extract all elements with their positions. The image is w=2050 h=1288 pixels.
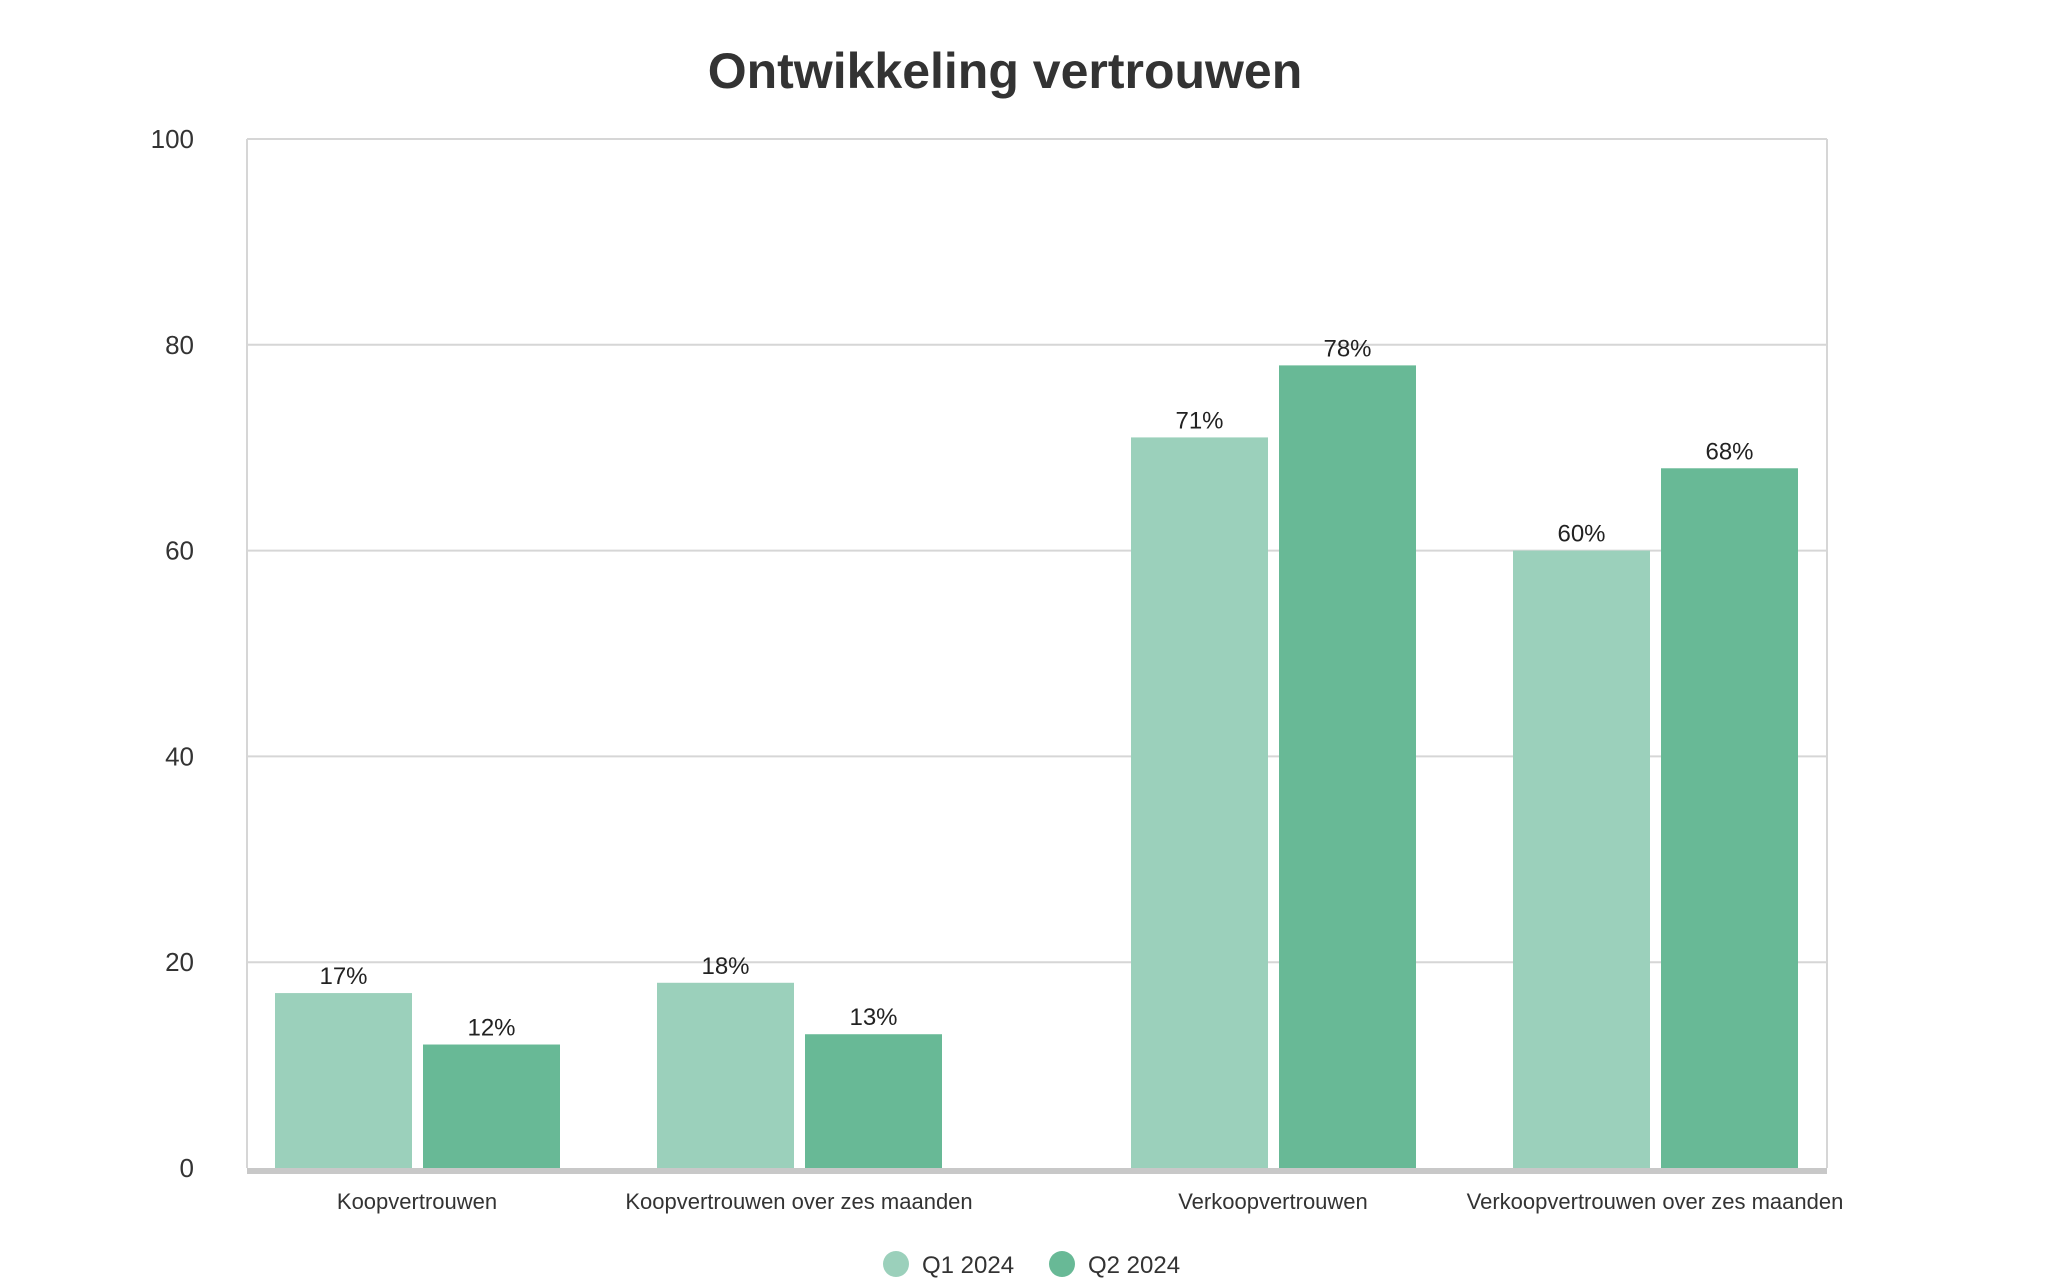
x-category-label: Koopvertrouwen over zes maanden	[625, 1189, 972, 1214]
data-label: 17%	[319, 963, 367, 990]
y-tick-label: 80	[165, 330, 194, 360]
x-category-label: Koopvertrouwen	[337, 1189, 497, 1214]
legend-marker-q2	[1049, 1251, 1075, 1277]
bar-q1-3	[1513, 550, 1650, 1168]
legend: Q1 2024 Q2 2024	[883, 1251, 1180, 1279]
plot-frame	[246, 139, 1828, 1168]
legend-marker-q1	[883, 1251, 909, 1277]
y-tick-label: 20	[165, 947, 194, 977]
data-label: 78%	[1323, 335, 1371, 362]
bar-q1-0	[275, 993, 412, 1168]
y-axis: 0 20 40 60 80 100	[151, 124, 194, 1183]
bar-q1-1	[657, 982, 794, 1168]
bar-q2-1	[805, 1034, 942, 1168]
bar-q2-0	[423, 1044, 560, 1168]
bars	[275, 365, 1798, 1168]
bar-q2-3	[1661, 468, 1798, 1168]
data-label: 12%	[467, 1015, 515, 1042]
chart-title: Ontwikkeling vertrouwen	[708, 43, 1303, 99]
x-axis: Koopvertrouwen Koopvertrouwen over zes ma…	[247, 1168, 1844, 1214]
bar-q1-2	[1131, 437, 1268, 1168]
y-tick-label: 100	[151, 124, 194, 154]
legend-label: Q1 2024	[922, 1252, 1014, 1279]
y-tick-label: 40	[165, 741, 194, 771]
data-label: 60%	[1557, 521, 1605, 548]
data-label: 71%	[1175, 407, 1223, 434]
data-label: 13%	[849, 1004, 897, 1031]
x-category-label: Verkoopvertrouwen	[1178, 1189, 1368, 1214]
y-tick-label: 0	[180, 1153, 194, 1183]
data-labels: 17% 18% 71% 60% 12% 13% 78% 68%	[319, 335, 1753, 1041]
data-label: 18%	[701, 953, 749, 980]
y-tick-label: 60	[165, 536, 194, 566]
x-category-label: Verkoopvertrouwen over zes maanden	[1467, 1189, 1844, 1214]
legend-label: Q2 2024	[1088, 1252, 1180, 1279]
bar-q2-2	[1279, 365, 1416, 1168]
data-label: 68%	[1705, 438, 1753, 465]
